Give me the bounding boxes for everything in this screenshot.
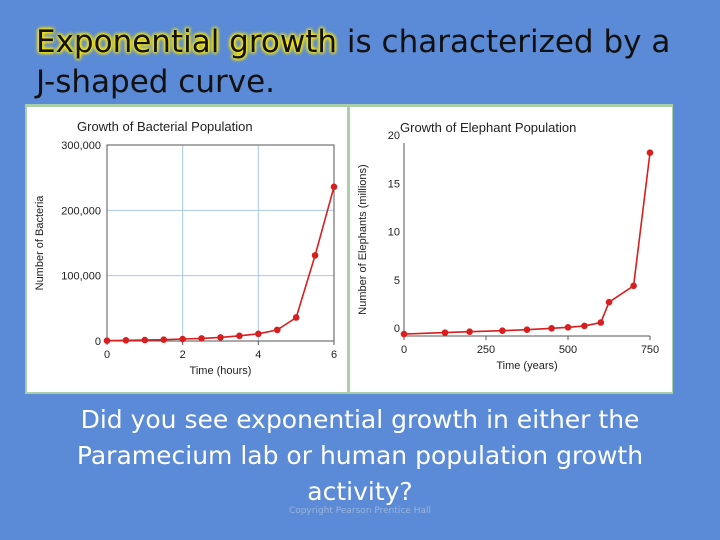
elephant-chart-panel: Growth of Elephant Population 0 250 500 750 0… xyxy=(350,107,672,392)
data-point xyxy=(103,337,111,344)
data-point xyxy=(548,324,555,332)
x-tick-label: 0 xyxy=(104,349,110,361)
data-point xyxy=(564,324,572,331)
data-point xyxy=(122,337,130,344)
x-tick-label: 500 xyxy=(559,344,577,356)
plot-frame xyxy=(106,144,335,342)
data-point xyxy=(581,322,588,330)
data-point xyxy=(605,298,613,306)
chart-title: Growth of Elephant Population xyxy=(400,120,576,135)
data-point xyxy=(400,330,408,338)
data-point xyxy=(646,149,654,156)
y-tick-label: 0 xyxy=(95,336,101,348)
x-tick-label: 0 xyxy=(401,344,407,356)
data-point xyxy=(217,334,224,341)
x-tick-label: 2 xyxy=(180,349,186,361)
y-tick-label: 300,000 xyxy=(61,140,101,152)
data-point xyxy=(141,336,149,344)
data-point xyxy=(499,327,506,334)
y-axis-label: Number of Bacteria xyxy=(34,195,46,291)
question-text: Did you see exponential growth in either… xyxy=(76,405,644,506)
x-tick-label: 750 xyxy=(641,344,659,356)
x-tick-label: 250 xyxy=(477,344,495,356)
data-point xyxy=(160,336,168,343)
slide-title: Exponential growth is characterized by a… xyxy=(36,22,696,102)
data-point xyxy=(236,332,243,340)
y-tick-label: 10 xyxy=(388,227,400,239)
bacteria-chart-panel: Growth of Bacterial Population 0 2 4 6 0 100,0… xyxy=(27,107,347,392)
data-point xyxy=(292,314,300,321)
data-point xyxy=(311,252,319,259)
data-point xyxy=(597,319,605,326)
data-point xyxy=(255,330,262,338)
x-axis-label: Time (hours) xyxy=(190,365,252,377)
elephant-chart: Growth of Elephant Population 0 250 500 750 0… xyxy=(357,120,659,372)
y-tick-label: 200,000 xyxy=(61,205,101,217)
chart-title: Growth of Bacterial Population xyxy=(77,119,253,134)
data-point xyxy=(330,183,338,191)
data-point xyxy=(523,326,531,334)
data-point xyxy=(179,335,186,343)
watermark: Copyright Pearson Prentice Hall xyxy=(288,506,432,516)
data-point xyxy=(466,328,473,335)
bacteria-chart: Growth of Bacterial Population 0 2 4 6 0 100,0… xyxy=(34,119,338,377)
data-point xyxy=(630,282,637,290)
x-tick-label: 4 xyxy=(255,349,261,361)
title-highlight: Exponential growth xyxy=(36,24,338,60)
y-tick-label: 100,000 xyxy=(61,271,101,283)
y-tick-label: 5 xyxy=(394,275,400,287)
data-point xyxy=(441,329,449,336)
series-line xyxy=(403,152,651,335)
y-axis-label: Number of Elephants (millions) xyxy=(357,164,369,314)
y-tick-label: 20 xyxy=(388,130,400,142)
y-tick-label: 15 xyxy=(388,178,400,190)
x-axis-label: Time (years) xyxy=(496,360,557,372)
title-rest: is characterized by a J-shaped curve. xyxy=(36,24,671,100)
data-point xyxy=(273,326,281,334)
y-tick-label: 0 xyxy=(394,323,400,335)
x-tick-label: 6 xyxy=(331,349,337,361)
data-point xyxy=(198,335,205,342)
